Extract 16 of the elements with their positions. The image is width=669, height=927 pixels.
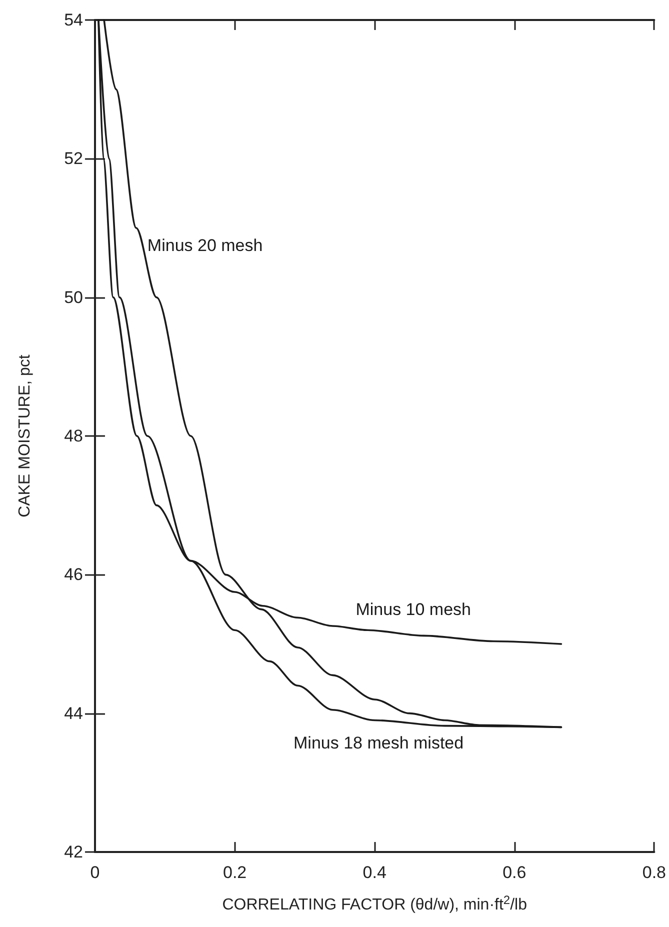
x-tick-label: 0.2 xyxy=(222,863,247,882)
y-tick-label: 42 xyxy=(64,842,83,862)
x-tick-label: 0.6 xyxy=(502,863,526,882)
series-label: Minus 10 mesh xyxy=(356,600,471,619)
y-tick-label: 52 xyxy=(64,149,83,168)
series-label: Minus 18 mesh misted xyxy=(294,734,464,753)
x-tick-label: 0.8 xyxy=(642,863,666,882)
y-tick-label: 44 xyxy=(64,704,83,723)
x-tick-label: 0 xyxy=(90,863,100,882)
y-axis-title: CAKE MOISTURE, pct xyxy=(16,354,34,518)
y-tick-label: 46 xyxy=(64,565,83,584)
y-tick-label: 50 xyxy=(64,288,83,307)
y-tick-label: 48 xyxy=(64,426,83,446)
y-tick-label: 54 xyxy=(64,10,83,30)
x-tick-label: 0.4 xyxy=(362,863,386,882)
series-label: Minus 20 mesh xyxy=(147,236,263,255)
